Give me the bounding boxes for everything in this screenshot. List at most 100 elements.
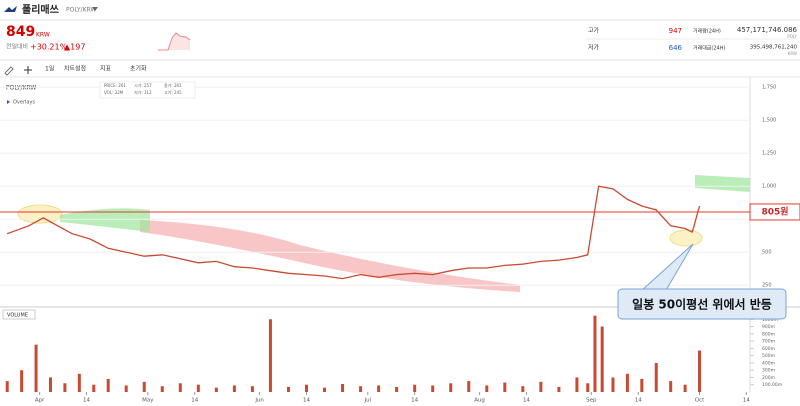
coin-logo [4,6,17,12]
volume-bar [593,315,597,392]
volume-bar [575,377,579,392]
pair: POLY/KRW [66,7,96,14]
stat24-unit: KRW [788,51,797,56]
x-tick-label: 14 [411,398,418,404]
stat24-label: 거래대금(24H) [693,45,725,52]
chart-title: POLY/KRW [6,85,36,92]
change-pct: +30.21% [30,43,68,52]
change-label: 전일대비 [6,43,28,51]
volume-bar [359,386,363,392]
volume-bar [48,377,52,392]
cloud [695,175,750,192]
volume-bar [196,384,200,392]
stat-value: 646 [669,44,683,52]
x-tick-label: 14 [743,398,750,404]
price-unit: KRW [36,32,50,39]
overlay-toggle[interactable] [7,100,10,104]
stat24-unit: POLY [787,34,797,39]
x-tick-label: Jul [363,398,371,404]
overlays[interactable]: Overlays [13,100,35,106]
volume-bar [683,384,687,392]
y-tick-label: 700m [762,339,775,345]
volume-bar [250,386,254,392]
stat-value: 947 [669,27,682,35]
y-tick-label: 400m [762,360,775,366]
info-item: 종가: 261 [164,82,182,88]
info-item: 시가: 257 [134,82,152,88]
volume-bar [20,370,24,392]
x-tick-label: Oct [695,398,705,404]
y-tick-label: 800m [762,331,775,337]
dropdown[interactable] [92,7,98,11]
volume-bar [106,378,110,392]
volume-bar [625,373,629,392]
info-bg [99,81,196,99]
x-tick-label: Jun [254,398,264,404]
volume-bar [640,378,644,392]
volume-bar [124,385,128,392]
volume-title: VOLUME [7,313,28,319]
toolbar-item[interactable]: 초기화 [130,65,147,73]
toolbar-item[interactable]: 1일 [45,65,54,73]
y-tick-label: 500m [762,353,775,359]
x-tick-label: Aug [474,398,485,404]
volume-bar [449,383,453,392]
volume-bar [611,377,615,392]
stat-label: 고가 [588,27,600,35]
volume-bar [160,386,164,392]
volume-bar [341,384,345,392]
volume-bar [669,381,673,392]
x-tick-label: Apr [35,398,45,404]
y-tick-label: 1,750 [762,85,776,91]
y-tick-label: 1,250 [762,151,776,157]
info-item: 고가: 245 [164,89,182,95]
coin-name[interactable]: 폴리매쓰 [22,3,59,16]
crosshair-tool[interactable] [24,66,32,74]
volume-bar [557,386,561,392]
info-item: PRICE: 261 [104,83,126,88]
volume-bar [286,386,290,392]
volume-bar [77,373,81,392]
volume-bar [34,344,38,392]
toolbar-item[interactable]: 차트설정 [64,65,86,73]
volume-bar [214,387,218,392]
toolbar-item[interactable]: 지표 [100,65,112,73]
volume-bar [503,382,507,392]
x-tick-label: 14 [635,398,642,404]
volume-bar [698,350,702,392]
x-tick-label: 14 [191,398,198,404]
x-tick-label: 14 [303,398,310,404]
info-item: VOL: 32M [104,90,124,95]
stat24-value: 395,498,761,240 [750,45,798,51]
price: 849 [6,24,35,40]
volume-bar [377,385,381,392]
change-abs: ▲197 [64,43,85,52]
y-tick-label: 1,000 [762,184,776,190]
volume-bar [304,384,308,392]
y-tick-label: 250 [762,283,772,289]
reference-label-box [749,203,800,221]
info-box: PRICE: 261 시가: 257 종가: 261 VOL: 32M 저가: 312 고… [99,81,196,99]
cloud [60,208,150,232]
volume-bar [600,326,604,392]
volume-bar [539,381,543,392]
volume-bar [586,383,590,392]
sparkline-line [158,32,191,51]
y-tick-label: 500 [762,250,772,256]
volume-bar [178,383,182,392]
highlight [17,204,63,224]
volume-bar [142,381,146,392]
draw-tool[interactable] [4,66,14,76]
volume-bar [431,385,435,392]
volume-bar [395,386,399,392]
reference-label: 805원 [761,205,788,217]
y-tick-label: 900m [762,324,775,330]
x-tick-label: 14 [523,398,530,404]
volume-bar [654,362,658,392]
volume-bar [92,384,96,392]
y-tick-label: 100.00m [762,382,782,388]
volume-label-box [2,309,36,320]
stat24-label: 거래량(24H) [693,28,721,35]
y-tick-label: 1000m [762,317,778,323]
